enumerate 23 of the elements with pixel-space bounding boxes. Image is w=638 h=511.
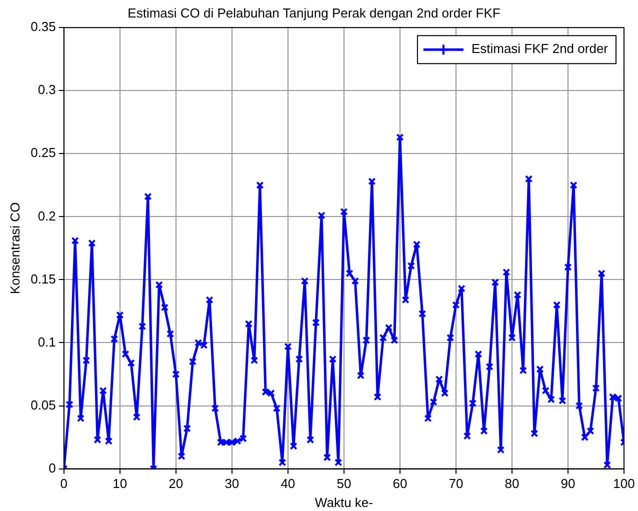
x-tick-label: 0 — [60, 476, 68, 492]
y-tick-label: 0.05 — [30, 397, 56, 412]
x-axis-title: Waktu ke- — [314, 494, 373, 510]
x-tick-label: 70 — [448, 476, 464, 492]
x-tick-label: 60 — [392, 476, 408, 492]
legend-label: Estimasi FKF 2nd order — [471, 41, 609, 56]
y-tick-label: 0.2 — [38, 208, 56, 224]
y-axis-title: Konsentrasi CO — [7, 202, 22, 294]
chart-title: Estimasi CO di Pelabuhan Tanjung Perak dengan 2nd order FKF — [128, 5, 500, 20]
x-tick-label: 100 — [613, 476, 635, 492]
x-tick-label: 50 — [336, 476, 352, 492]
x-tick-label: 80 — [504, 476, 520, 492]
x-tick-label: 10 — [112, 476, 128, 492]
x-tick-label: 20 — [168, 476, 184, 492]
y-tick-label: 0.35 — [30, 19, 56, 34]
y-tick-label: 0.25 — [30, 145, 56, 160]
y-tick-label: 0 — [48, 460, 56, 476]
y-tick-label: 0.15 — [30, 271, 56, 286]
x-tick-label: 90 — [560, 476, 576, 492]
x-tick-label: 30 — [224, 476, 240, 492]
y-tick-label: 0.3 — [38, 82, 56, 98]
y-tick-label: 0.1 — [38, 334, 56, 350]
x-tick-label: 40 — [280, 476, 296, 492]
